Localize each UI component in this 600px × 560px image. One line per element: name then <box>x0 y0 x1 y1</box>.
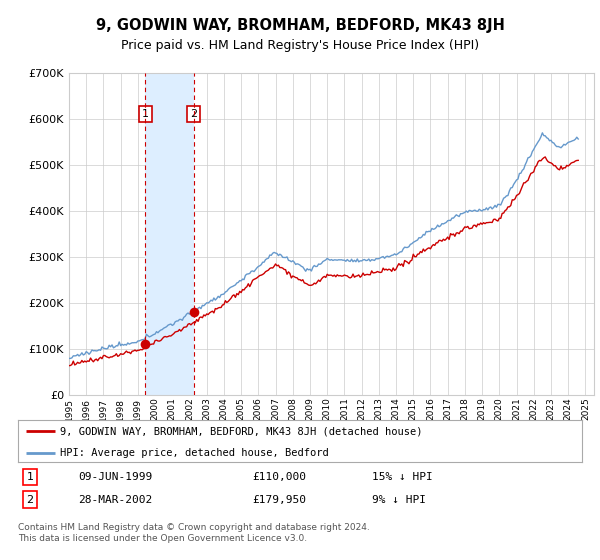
Text: 09-JUN-1999: 09-JUN-1999 <box>78 472 152 482</box>
Text: 2: 2 <box>26 494 34 505</box>
Text: 2: 2 <box>190 109 197 119</box>
Text: 28-MAR-2002: 28-MAR-2002 <box>78 494 152 505</box>
Text: 1: 1 <box>142 109 149 119</box>
Text: 9, GODWIN WAY, BROMHAM, BEDFORD, MK43 8JH: 9, GODWIN WAY, BROMHAM, BEDFORD, MK43 8J… <box>95 18 505 32</box>
Text: 9, GODWIN WAY, BROMHAM, BEDFORD, MK43 8JH (detached house): 9, GODWIN WAY, BROMHAM, BEDFORD, MK43 8J… <box>60 426 423 436</box>
Text: £179,950: £179,950 <box>252 494 306 505</box>
Text: 15% ↓ HPI: 15% ↓ HPI <box>372 472 433 482</box>
Text: Price paid vs. HM Land Registry's House Price Index (HPI): Price paid vs. HM Land Registry's House … <box>121 39 479 53</box>
Text: HPI: Average price, detached house, Bedford: HPI: Average price, detached house, Bedf… <box>60 448 329 458</box>
Text: £110,000: £110,000 <box>252 472 306 482</box>
Text: Contains HM Land Registry data © Crown copyright and database right 2024.
This d: Contains HM Land Registry data © Crown c… <box>18 524 370 543</box>
Text: 9% ↓ HPI: 9% ↓ HPI <box>372 494 426 505</box>
Bar <box>145 73 194 395</box>
Text: 1: 1 <box>26 472 34 482</box>
